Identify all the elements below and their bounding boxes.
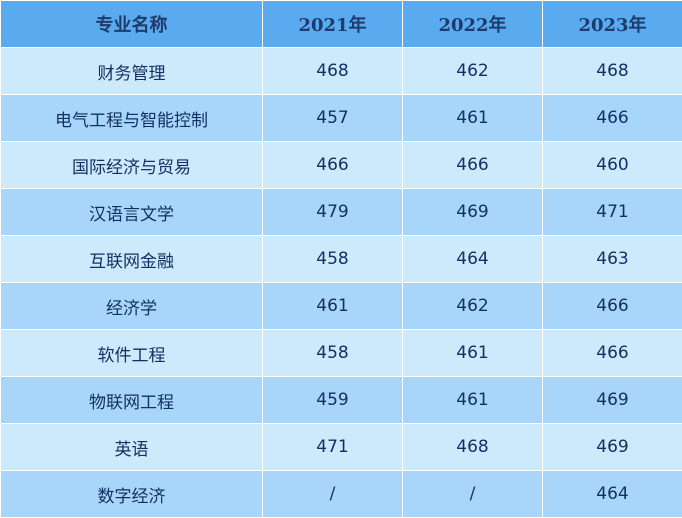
table-row: 国际经济与贸易 466 466 460: [0, 141, 682, 189]
score-2021: /: [262, 470, 403, 518]
major-name: 软件工程: [0, 329, 263, 377]
major-name: 英语: [0, 423, 263, 471]
score-2022: 464: [402, 235, 543, 283]
table-body: 财务管理 468 462 468 电气工程与智能控制 457 461 466 国…: [0, 47, 682, 518]
table-row: 数字经济 / / 464: [0, 470, 682, 518]
table-row: 电气工程与智能控制 457 461 466: [0, 94, 682, 142]
table-row: 汉语言文学 479 469 471: [0, 188, 682, 236]
major-name: 互联网金融: [0, 235, 263, 283]
header-2023: 2023年: [542, 0, 682, 48]
major-name: 物联网工程: [0, 376, 263, 424]
score-2023: 463: [542, 235, 682, 283]
score-2023: 469: [542, 423, 682, 471]
score-2023: 471: [542, 188, 682, 236]
score-2022: 461: [402, 376, 543, 424]
score-2022: 462: [402, 282, 543, 330]
score-2021: 468: [262, 47, 403, 95]
table-row: 财务管理 468 462 468: [0, 47, 682, 95]
table-header: 专业名称 2021年 2022年 2023年: [0, 0, 682, 48]
header-2021: 2021年: [262, 0, 403, 48]
score-2023: 466: [542, 329, 682, 377]
score-2023: 466: [542, 94, 682, 142]
score-2021: 471: [262, 423, 403, 471]
score-2021: 458: [262, 235, 403, 283]
header-2022: 2022年: [402, 0, 543, 48]
score-2022: 461: [402, 329, 543, 377]
major-name: 汉语言文学: [0, 188, 263, 236]
major-name: 数字经济: [0, 470, 263, 518]
score-2022: 461: [402, 94, 543, 142]
score-2023: 464: [542, 470, 682, 518]
table-row: 软件工程 458 461 466: [0, 329, 682, 377]
score-2023: 469: [542, 376, 682, 424]
header-row: 专业名称 2021年 2022年 2023年: [0, 0, 682, 48]
header-major: 专业名称: [0, 0, 263, 48]
score-2021: 466: [262, 141, 403, 189]
score-2023: 460: [542, 141, 682, 189]
table-row: 物联网工程 459 461 469: [0, 376, 682, 424]
score-2021: 459: [262, 376, 403, 424]
major-name: 经济学: [0, 282, 263, 330]
score-2023: 468: [542, 47, 682, 95]
major-name: 电气工程与智能控制: [0, 94, 263, 142]
score-2023: 466: [542, 282, 682, 330]
score-2021: 457: [262, 94, 403, 142]
score-2022: 466: [402, 141, 543, 189]
table-row: 互联网金融 458 464 463: [0, 235, 682, 283]
score-2022: /: [402, 470, 543, 518]
score-2022: 469: [402, 188, 543, 236]
score-2022: 468: [402, 423, 543, 471]
score-2021: 458: [262, 329, 403, 377]
score-2021: 461: [262, 282, 403, 330]
score-2022: 462: [402, 47, 543, 95]
score-2021: 479: [262, 188, 403, 236]
table-row: 英语 471 468 469: [0, 423, 682, 471]
major-name: 财务管理: [0, 47, 263, 95]
table-row: 经济学 461 462 466: [0, 282, 682, 330]
major-name: 国际经济与贸易: [0, 141, 263, 189]
